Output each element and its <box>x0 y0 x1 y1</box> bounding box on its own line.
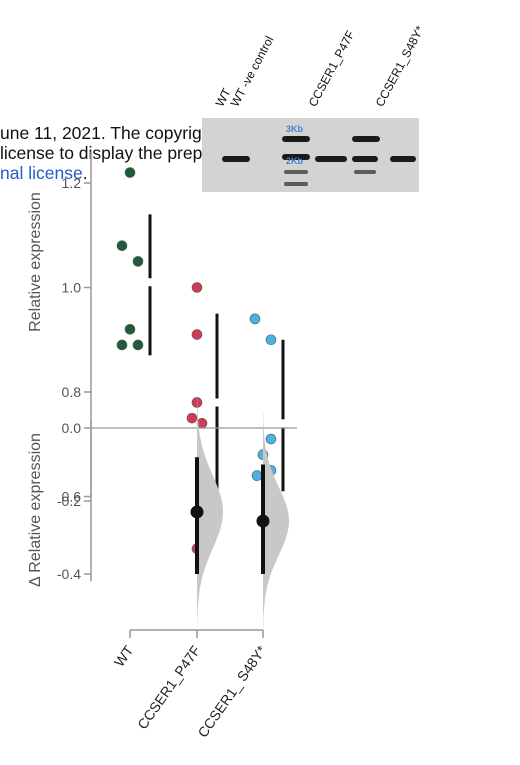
gel-ladder-label-3kb: 3Kb <box>286 124 304 134</box>
x-tick-label: WT <box>111 642 137 669</box>
data-point <box>191 329 203 340</box>
bottom-y-axis: 0.0 -0.2 -0.4 Δ Relative expression <box>27 420 297 587</box>
y-tick-label: 0.0 <box>62 420 82 436</box>
top-y-axis: 0.6 0.8 1.0 1.2 Relative expression <box>27 151 92 505</box>
data-point <box>265 433 277 445</box>
preprint-notice-line-3: nal license. <box>0 163 88 183</box>
data-point <box>116 339 128 351</box>
x-tick-label: CCSER1_P47F <box>134 643 203 732</box>
gel-band-wt <box>222 156 250 162</box>
y-tick-label: 0.6 <box>62 489 82 505</box>
data-point <box>124 323 136 335</box>
data-point <box>251 470 263 481</box>
x-tick-label: CCSER1_ S48Y* <box>194 642 269 740</box>
effect-size-plot <box>190 395 289 631</box>
gel-ladder-band-2 <box>352 156 378 162</box>
y-tick-label: 1.2 <box>62 175 82 191</box>
y-axis-title: Δ Relative expression <box>27 433 44 587</box>
effect-mean-point <box>190 505 204 519</box>
license-period: . <box>82 163 88 183</box>
data-point <box>132 256 144 267</box>
data-point <box>249 313 261 325</box>
data-point <box>191 282 203 293</box>
data-point <box>265 334 277 346</box>
y-tick-label: -0.4 <box>57 566 81 582</box>
gel-ladder-band <box>282 136 310 142</box>
gel-ladder-band-2 <box>354 170 376 174</box>
gel-ladder-band <box>284 182 308 186</box>
bootstrap-distribution <box>263 411 289 631</box>
y-tick-label: -0.2 <box>57 493 81 509</box>
y-axis-title: Relative expression <box>27 192 44 332</box>
license-link[interactable]: nal license <box>0 163 83 183</box>
gel-band-p47f <box>315 156 347 162</box>
data-point <box>116 240 128 251</box>
gel-image: 3Kb 2Kb <box>202 118 419 192</box>
y-tick-label: 1.0 <box>62 280 82 296</box>
gel-band-s48y <box>390 156 416 162</box>
gel-ladder-band-2 <box>352 136 380 142</box>
y-tick-label: 0.8 <box>62 384 82 400</box>
data-point <box>124 167 136 178</box>
data-point <box>186 412 198 424</box>
gel-ladder-band <box>282 154 310 160</box>
bootstrap-distribution <box>197 395 223 629</box>
data-point <box>132 339 144 351</box>
top-data-points <box>116 167 285 555</box>
gel-ladder-band <box>284 170 308 174</box>
effect-mean-point <box>256 514 270 528</box>
gel-ladder-label-2kb: 2Kb <box>286 156 304 166</box>
